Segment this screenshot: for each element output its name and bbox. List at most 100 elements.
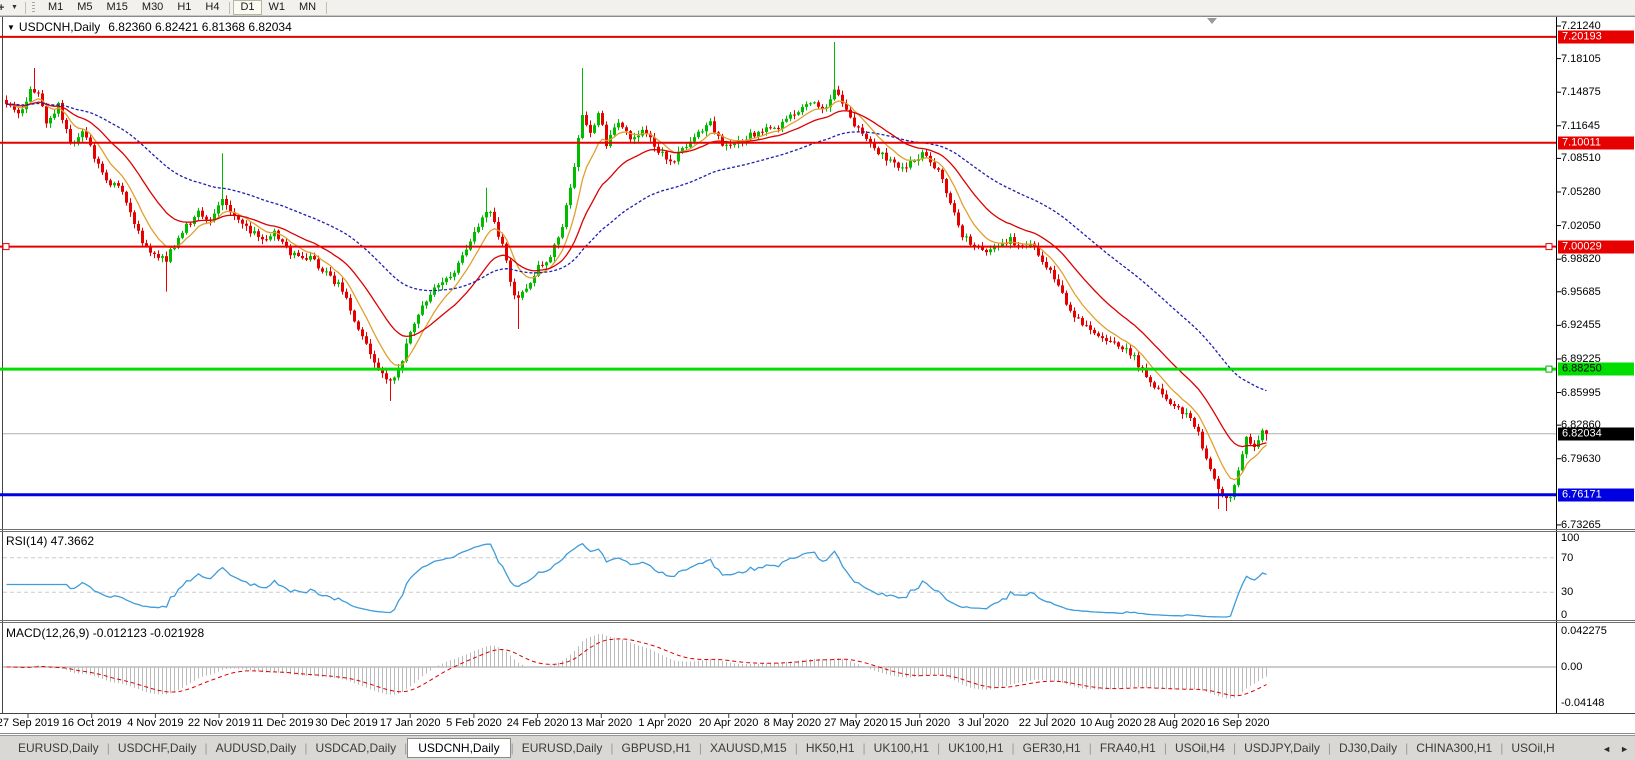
timeframe-button-h1[interactable]: H1 (177, 1, 192, 13)
tab-separator: | (698, 741, 703, 755)
timeframe-button-d1[interactable]: D1 (233, 0, 262, 15)
chart-tab-hk50-h1[interactable]: HK50,H1 (805, 741, 855, 755)
toolbar-separator (24, 1, 26, 14)
tab-separator: | (1163, 741, 1167, 755)
timeframe-button-m15[interactable]: M15 (106, 1, 128, 13)
tab-separator: | (1327, 741, 1332, 755)
x-axis-date-label: 30 Dec 2019 (315, 717, 378, 729)
y-axis-tick: 7.05280 (1561, 185, 1601, 198)
x-axis-date-label: 10 Aug 2020 (1079, 717, 1142, 729)
y-axis-tick: 7.02050 (1561, 219, 1601, 232)
x-axis-date-label: 17 Jan 2020 (379, 717, 441, 729)
x-axis-date-label: 16 Oct 2019 (61, 717, 122, 729)
chart-tab-eurusd-daily[interactable]: EURUSD,Daily (521, 741, 603, 755)
tabs-scroll-left-button[interactable]: ◄ (1602, 743, 1612, 754)
macd-indicator-label: MACD(12,26,9) -0.012123 -0.021928 (6, 626, 205, 640)
chart-tool-icon[interactable]: + (0, 1, 5, 14)
y-axis-tick: 7.21240 (1561, 20, 1601, 32)
chart-tab-usdcad-daily[interactable]: USDCAD,Daily (315, 741, 397, 755)
tab-separator: | (106, 741, 110, 755)
chart-tab-usdcnh-daily[interactable]: USDCNH,Daily (407, 738, 511, 758)
chart-tab-usdjpy-daily[interactable]: USDJPY,Daily (1244, 741, 1320, 755)
price-line-label: 7.20193 (1558, 30, 1634, 44)
x-axis-date-label: 15 Jun 2020 (889, 717, 951, 729)
macd-axis-tick: -0.04148 (1561, 696, 1605, 709)
x-axis-date-label: 27 May 2020 (824, 717, 888, 729)
chart-tabs: EURUSD,Daily | USDCHF,Daily | AUDUSD,Daily | U… (10, 738, 1563, 758)
chart-symbol-period: USDCNH,Daily (18, 20, 101, 34)
chart-tab-usdchf-daily[interactable]: USDCHF,Daily (117, 741, 197, 755)
y-axis-tick: 6.92455 (1561, 319, 1601, 332)
tab-scroll-arrows: ◄ ► (1599, 736, 1632, 760)
price-line-label: 6.88250 (1558, 362, 1634, 376)
tabs-scroll-right-button[interactable]: ► (1620, 743, 1629, 754)
tab-separator: | (510, 741, 514, 755)
x-axis-date-label: 5 Feb 2020 (446, 717, 502, 729)
x-axis-date-label: 11 Dec 2019 (252, 717, 314, 729)
timeframe-button-m5[interactable]: M5 (77, 1, 93, 13)
tab-separator: | (1011, 741, 1015, 755)
chart-tab-fra40-h1[interactable]: FRA40,H1 (1099, 741, 1156, 755)
tab-separator: | (794, 741, 798, 755)
x-axis-date-label: 13 Mar 2020 (570, 717, 633, 729)
tab-separator: | (610, 741, 614, 755)
y-axis-tick: 7.14875 (1561, 86, 1601, 99)
tab-separator: | (1088, 741, 1092, 755)
price-line-label: 6.76171 (1558, 488, 1634, 502)
chart-tab-gbpusd-h1[interactable]: GBPUSD,H1 (621, 741, 691, 755)
timeframe-button-h4[interactable]: H4 (205, 1, 220, 13)
chart-tab-audusd-daily[interactable]: AUDUSD,Daily (215, 741, 297, 755)
tab-separator: | (204, 741, 208, 755)
tab-separator: | (404, 741, 408, 755)
x-axis-date-label: 1 Apr 2020 (638, 717, 692, 729)
chart-tab-eurusd-daily[interactable]: EURUSD,Daily (18, 741, 99, 755)
timeframe-button-w1[interactable]: W1 (268, 1, 286, 13)
tab-separator: | (1405, 741, 1409, 755)
timeframe-toolbar: + ▼ M1 M5 M15 M30 H1 H4 D1 W1 MN (0, 0, 1635, 16)
timeframe-button-m30[interactable]: M30 (141, 1, 164, 13)
chart-tab-dj30-daily[interactable]: DJ30,Daily (1339, 741, 1398, 755)
chart-tab-uk100-h1[interactable]: UK100,H1 (948, 741, 1004, 755)
macd-axis-tick: 0.00 (1561, 661, 1583, 673)
x-axis-date-label: 16 Sep 2020 (1207, 717, 1270, 729)
toolbar-separator (326, 1, 328, 14)
x-axis-date-label: 24 Feb 2020 (506, 717, 569, 729)
tab-separator: | (937, 741, 941, 755)
y-axis-tick: 7.11645 (1561, 119, 1600, 132)
chart-title: ▼ USDCNH,Daily 6.82360 6.82421 6.81368 6.8… (7, 20, 292, 34)
x-axis-date-label: 22 Nov 2019 (187, 717, 251, 729)
rsi-axis-tick: 30 (1561, 586, 1574, 599)
y-axis-tick: 6.73265 (1561, 518, 1601, 531)
y-axis-tick: 6.79630 (1561, 452, 1601, 465)
chart-tab-usoil-h[interactable]: USOil,H (1511, 741, 1555, 755)
timeframe-button-mn[interactable]: MN (299, 1, 317, 13)
dropdown-arrow-icon[interactable]: ▼ (11, 4, 18, 11)
chart-tab-usoil-h4[interactable]: USOil,H4 (1174, 741, 1225, 755)
x-axis-date-label: 8 May 2020 (763, 717, 822, 729)
rsi-axis-tick: 70 (1561, 551, 1574, 564)
rsi-axis-tick: 100 (1561, 532, 1580, 544)
tab-separator: | (862, 741, 866, 755)
chart-tab-xauusd-m15[interactable]: XAUUSD,M15 (710, 741, 787, 755)
x-axis-date-label: 4 Nov 2019 (127, 717, 184, 729)
chart-tab-uk100-h1[interactable]: UK100,H1 (873, 741, 930, 755)
x-axis-date-label: 22 Jul 2020 (1018, 717, 1076, 729)
y-axis-tick: 6.95685 (1561, 285, 1601, 298)
tab-separator: | (1232, 741, 1237, 755)
y-axis-tick: 6.85995 (1561, 386, 1601, 399)
tab-separator: | (1500, 741, 1504, 755)
timeframe-button-m1[interactable]: M1 (47, 1, 64, 13)
price-line-label: 7.10011 (1558, 136, 1634, 150)
toolbar-grip-handle[interactable] (31, 2, 35, 13)
rsi-indicator-label: RSI(14) 47.3662 (6, 534, 95, 548)
x-axis-date-label: 20 Apr 2020 (699, 717, 759, 729)
collapse-arrow-icon[interactable]: ▼ (7, 23, 15, 32)
price-line-label: 7.00029 (1558, 240, 1634, 254)
chart-tab-ger30-h1[interactable]: GER30,H1 (1022, 741, 1081, 755)
chart-ohlc-values: 6.82360 6.82421 6.81368 6.82034 (108, 20, 292, 34)
y-axis-tick: 6.98820 (1561, 253, 1601, 266)
chart-tab-china300-h1[interactable]: CHINA300,H1 (1416, 741, 1493, 755)
macd-axis-tick: 0.042275 (1561, 624, 1607, 637)
